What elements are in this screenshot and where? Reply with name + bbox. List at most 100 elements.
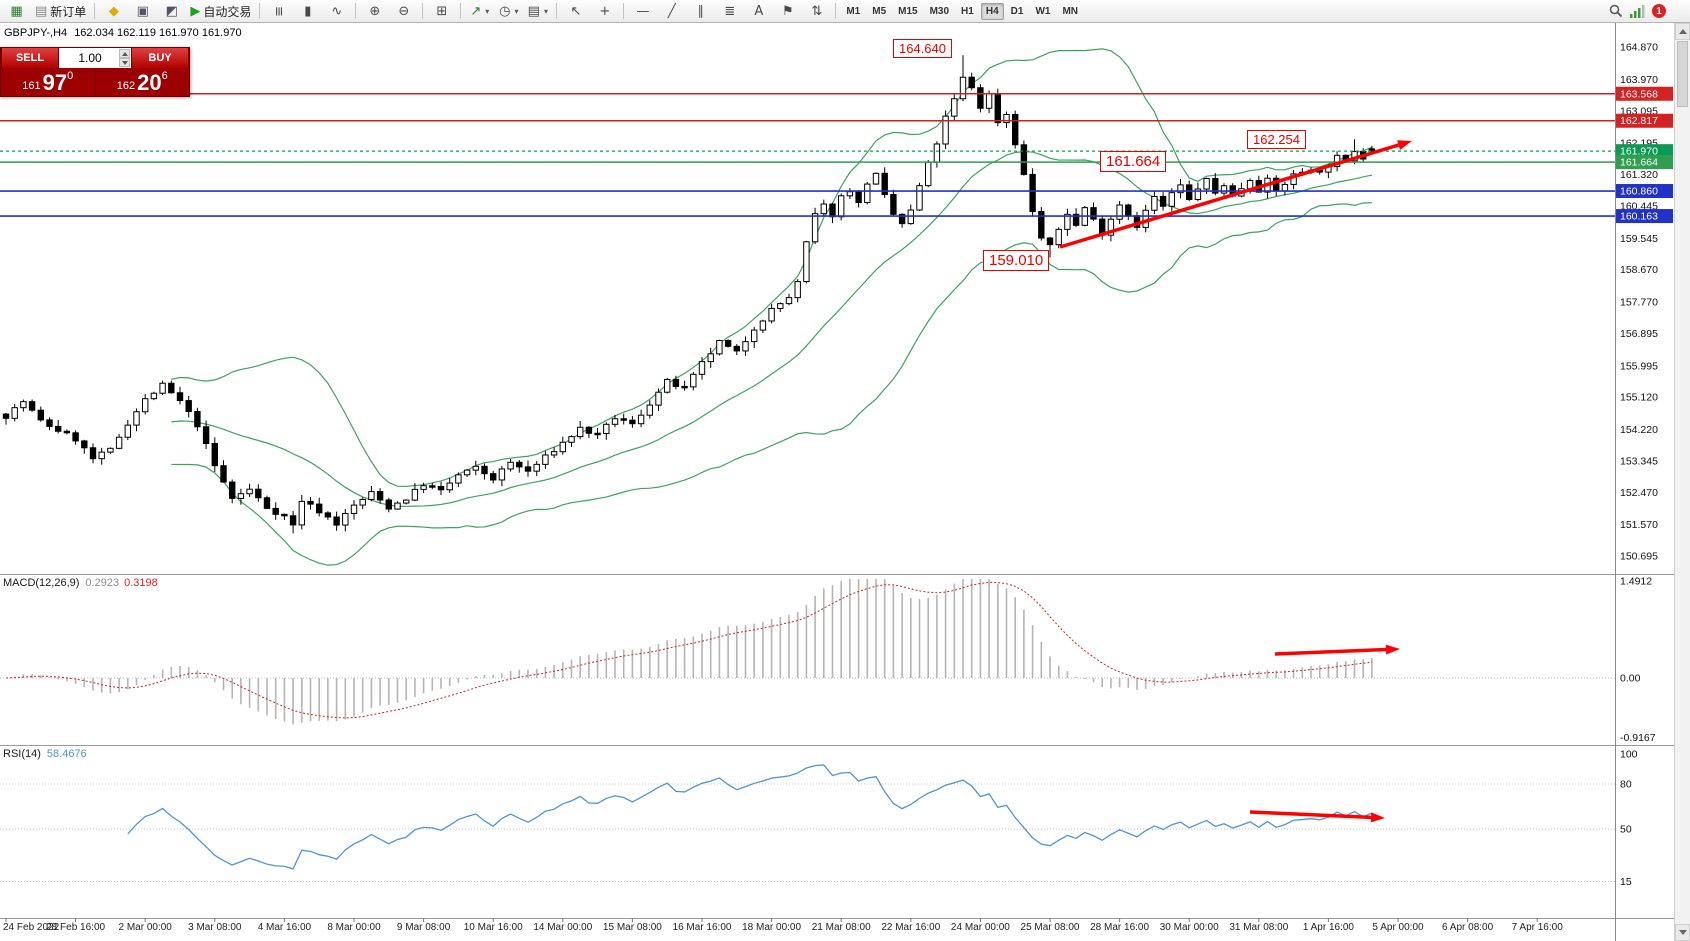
svg-text:7 Apr 16:00: 7 Apr 16:00	[1512, 922, 1564, 933]
zoom-out-icon: ⊖	[398, 3, 410, 19]
svg-text:9 Mar 08:00: 9 Mar 08:00	[397, 922, 451, 933]
timeframe-d1-button[interactable]: D1	[1010, 5, 1024, 17]
price-trend-arrow[interactable]	[1059, 140, 1412, 249]
bollinger-lower-band	[171, 202, 1372, 566]
auto-trading-button[interactable]: ▶ 自动交易	[186, 1, 255, 22]
zoom-out-button[interactable]: ⊖	[389, 1, 418, 22]
profiles-button[interactable]: ▣	[128, 1, 157, 22]
svg-text:163.568: 163.568	[1620, 88, 1658, 100]
price-badge-161.664	[1616, 155, 1673, 170]
hline-tool-icon: —	[636, 3, 650, 19]
scroll-up-button[interactable]	[1675, 23, 1690, 40]
toolbar-separator	[835, 3, 837, 19]
svg-text:153.345: 153.345	[1620, 455, 1658, 467]
new-order-button[interactable]: ▤ 新订单	[31, 1, 90, 22]
text-tool-button[interactable]: A	[744, 1, 773, 22]
macd-panel[interactable]	[0, 579, 1615, 725]
sell-button[interactable]: SELL	[1, 48, 59, 68]
line-chart-mode-button[interactable]: ∿	[322, 1, 351, 22]
svg-text:155.995: 155.995	[1620, 360, 1658, 372]
timeframe-m30-button[interactable]: M30	[929, 5, 950, 17]
indicators-button[interactable]: ↗ ▾	[465, 1, 494, 22]
templates-button[interactable]: ▤ ▾	[523, 1, 552, 22]
arrows-tool-button[interactable]: ⇅	[802, 1, 831, 22]
timeframe-m5-button[interactable]: M5	[872, 5, 887, 17]
market-watch-button[interactable]: ◩	[157, 1, 186, 22]
macd-trend-arrow[interactable]	[1274, 644, 1400, 656]
rsi-panel[interactable]	[0, 764, 1615, 882]
candlestick-mode-button[interactable]: ▮	[293, 1, 322, 22]
price-axis[interactable]: 164.870163.970163.095162.195161.320160.4…	[1616, 42, 1673, 889]
buy-button[interactable]: BUY	[131, 48, 189, 68]
channel-tool-button[interactable]: ∥	[686, 1, 715, 22]
timeframe-h4-button[interactable]: H4	[980, 2, 1004, 20]
svg-text:162.817: 162.817	[1620, 115, 1658, 127]
scroll-down-button[interactable]	[1675, 924, 1690, 941]
price-annotation-159.010[interactable]: 159.010	[983, 250, 1050, 271]
ask-pipette: 6	[161, 70, 168, 82]
svg-text:14 Mar 00:00: 14 Mar 00:00	[533, 922, 592, 933]
volume-field	[59, 48, 131, 68]
volume-spinner	[119, 49, 130, 67]
volume-increase-button[interactable]	[119, 49, 130, 58]
horizontal-level-lines[interactable]	[0, 93, 1615, 217]
market-watch-icon: ◩	[165, 3, 178, 19]
ask-price[interactable]: 162 20 6	[96, 68, 190, 96]
text-tool-icon: A	[754, 3, 764, 19]
label-tool-button[interactable]: ⚑	[773, 1, 802, 22]
chevron-down-icon: ▾	[485, 6, 490, 16]
notification-badge[interactable]: 1	[1652, 4, 1666, 18]
price-annotation-164.640[interactable]: 164.640	[893, 39, 952, 58]
volume-decrease-button[interactable]	[119, 58, 130, 67]
svg-text:18 Mar 00:00: 18 Mar 00:00	[742, 922, 801, 933]
timeframe-mn-button[interactable]: MN	[1062, 5, 1078, 17]
candlestick-mode-icon: ▮	[304, 3, 312, 19]
chart-canvas[interactable]: 164.870163.970163.095162.195161.320160.4…	[0, 23, 1690, 941]
search-icon[interactable]	[1609, 4, 1623, 18]
chart-area[interactable]: 164.870 163.970 163.095 162.195 161.320 160.4…	[0, 23, 1690, 941]
new-chart-button[interactable]: ▦	[2, 1, 31, 22]
crosshair-tool-icon: +	[599, 3, 611, 19]
zoom-in-button[interactable]: ⊕	[360, 1, 389, 22]
svg-text:-0.9167: -0.9167	[1620, 732, 1656, 744]
price-annotation-161.664[interactable]: 161.664	[1100, 151, 1167, 172]
svg-text:15 Mar 08:00: 15 Mar 08:00	[603, 922, 662, 933]
timeframe-m15-button[interactable]: M15	[898, 5, 918, 17]
svg-text:161.664: 161.664	[1620, 157, 1658, 169]
rsi-trend-arrow[interactable]	[1249, 810, 1385, 823]
toolbar-separator	[422, 3, 424, 19]
connection-status-icon	[1630, 5, 1645, 18]
ask-big-digits: 20	[137, 70, 162, 96]
vertical-scrollbar[interactable]	[1674, 23, 1690, 941]
fibonacci-tool-button[interactable]: ≣	[715, 1, 744, 22]
trendline-tool-button[interactable]: ╱	[657, 1, 686, 22]
indicators-icon: ↗	[470, 3, 482, 19]
timeframe-m1-button[interactable]: M1	[846, 5, 861, 17]
zoom-in-icon: ⊕	[369, 3, 381, 19]
timeframe-h1-button[interactable]: H1	[961, 5, 974, 17]
bid-pipette: 0	[67, 70, 74, 82]
svg-text:4 Mar 16:00: 4 Mar 16:00	[258, 922, 312, 933]
bar-chart-mode-button[interactable]: ≡	[264, 1, 293, 22]
svg-text:0.00: 0.00	[1620, 673, 1641, 685]
volume-input[interactable]	[59, 48, 131, 68]
tile-windows-button[interactable]: ⊞	[427, 1, 456, 22]
svg-text:161.320: 161.320	[1620, 169, 1658, 181]
price-annotation-162.254[interactable]: 162.254	[1247, 130, 1306, 149]
hline-tool-button[interactable]: —	[628, 1, 657, 22]
crosshair-tool-button[interactable]: +	[590, 1, 619, 22]
bid-price[interactable]: 161 97 0	[1, 68, 95, 96]
rsi-line	[127, 764, 1373, 870]
timeframe-w1-button[interactable]: W1	[1035, 5, 1051, 17]
macd-signal-line	[5, 581, 1372, 719]
cursor-tool-button[interactable]: ↖	[561, 1, 590, 22]
scrollbar-thumb[interactable]	[1677, 41, 1688, 107]
tips-button[interactable]: ◆	[99, 1, 128, 22]
svg-text:156.895: 156.895	[1620, 328, 1658, 340]
line-chart-mode-icon: ∿	[331, 3, 343, 19]
toolbar-separator	[556, 3, 558, 19]
periods-menu-button[interactable]: ◷ ▾	[494, 1, 523, 22]
toolbar-separator	[94, 3, 96, 19]
